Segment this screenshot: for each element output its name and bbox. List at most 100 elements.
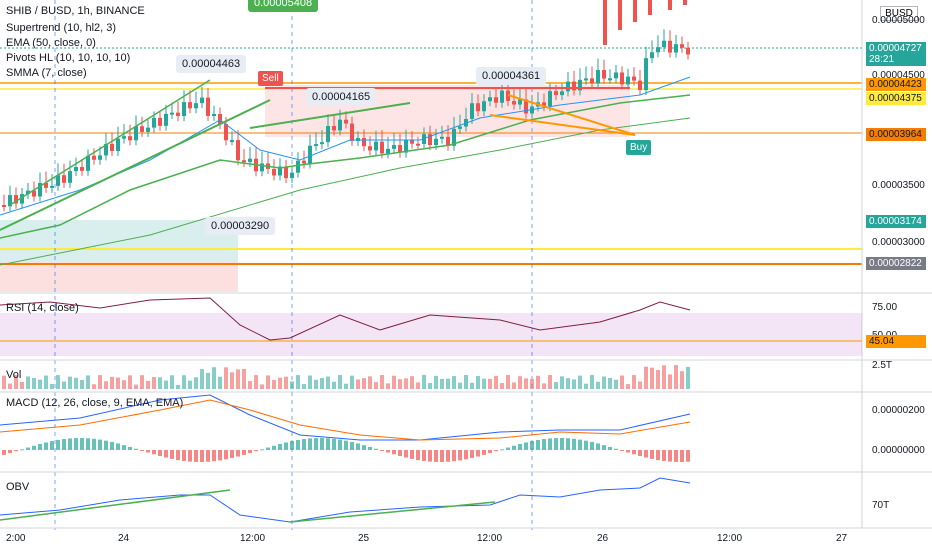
time-tick: 25 — [358, 533, 370, 544]
volume-bar — [452, 376, 456, 389]
rsi-value-label: 45.04 — [866, 335, 926, 348]
candle-body — [648, 0, 652, 15]
macd-hist-bar — [314, 438, 318, 450]
volume-bar — [302, 384, 306, 389]
macd-hist-bar — [518, 444, 522, 450]
macd-legend[interactable]: MACD (12, 26, close, 9, EMA, EMA) — [6, 397, 184, 409]
candle-body — [308, 145, 312, 164]
indicator-legend-supertrend[interactable]: Supertrend (10, hl2, 3) — [6, 22, 117, 34]
macd-hist-bar — [536, 439, 540, 450]
macd-line — [0, 394, 691, 441]
volume-bar — [98, 375, 102, 389]
symbol-title[interactable]: SHIB / BUSD, 1h, BINANCE — [6, 5, 145, 17]
volume-bar — [680, 371, 684, 389]
candle-body — [20, 194, 24, 204]
callout-price[interactable]: 0.00004463 — [176, 55, 247, 73]
macd-hist-bar — [584, 440, 588, 450]
macd-hist-bar — [92, 438, 96, 450]
vol-legend[interactable]: Vol — [6, 369, 22, 381]
trendline — [0, 99, 271, 231]
macd-hist-bar — [686, 450, 690, 462]
buy-flag[interactable]: Buy — [626, 140, 652, 155]
macd-hist-bar — [464, 450, 468, 460]
candle-body — [218, 113, 222, 125]
macd-hist-bar — [116, 443, 120, 450]
candle-body — [626, 76, 630, 85]
sell-flag[interactable]: Sell — [258, 71, 283, 86]
macd-hist-bar — [614, 448, 618, 450]
volume-bar — [32, 378, 36, 389]
volume-bar — [446, 378, 450, 389]
macd-hist-bar — [374, 448, 378, 450]
volume-bar — [392, 375, 396, 389]
volume-bar — [74, 377, 78, 389]
volume-bar — [554, 382, 558, 389]
macd-hist-bar — [392, 450, 396, 455]
candle-body — [668, 0, 672, 10]
candle-body — [452, 128, 456, 146]
macd-hist-bar — [398, 450, 402, 456]
volume-bar — [602, 376, 606, 389]
callout-price[interactable]: 0.00004165 — [306, 88, 377, 106]
macd-hist-bar — [650, 450, 654, 459]
candle-body — [170, 112, 174, 115]
trendline — [489, 114, 636, 136]
callout-price[interactable]: 0.00004361 — [476, 67, 547, 85]
macd-hist-bar — [662, 450, 666, 461]
rsi-tick: 75.00 — [872, 302, 898, 313]
macd-hist-bar — [308, 438, 312, 450]
candle-body — [338, 119, 342, 131]
macd-hist-bar — [608, 446, 612, 450]
last-price-label: 0.00004727 28:21 — [866, 42, 926, 66]
volume-bar — [110, 376, 114, 389]
macd-hist-bar — [428, 450, 432, 462]
candle-body — [44, 182, 48, 188]
macd-hist-bar — [446, 450, 450, 462]
candle-body — [368, 146, 372, 151]
candle-body — [134, 126, 138, 141]
volume-bar — [134, 384, 138, 389]
candle-body — [350, 123, 354, 141]
candle-body — [158, 117, 162, 126]
volume-bar — [410, 376, 414, 389]
indicator-legend-pivots[interactable]: Pivots HL (10, 10, 10, 10) — [6, 52, 131, 64]
volume-bar — [170, 375, 174, 389]
indicator-legend-smma[interactable]: SMMA (7, close) — [6, 67, 87, 79]
obv-legend[interactable]: OBV — [6, 481, 30, 493]
volume-bar — [488, 378, 492, 389]
candle-body — [182, 102, 186, 117]
candle-body — [603, 0, 607, 45]
volume-bar — [638, 381, 642, 389]
subpanes — [0, 297, 691, 523]
callout-price[interactable]: 0.00003290 — [205, 217, 276, 235]
callout-high-price[interactable]: 0.00005408 — [248, 0, 319, 12]
macd-hist-bar — [344, 440, 348, 450]
macd-hist-bar — [62, 439, 66, 450]
macd-hist-bar — [26, 447, 30, 450]
macd-hist-bar — [176, 450, 180, 461]
macd-hist-bar — [488, 450, 492, 454]
trendline — [9, 79, 211, 206]
vol-tick: 2.5T — [872, 360, 893, 371]
volume-bar — [80, 379, 84, 389]
volume-bar — [566, 378, 570, 389]
indicator-legend-ema[interactable]: EMA (50, close, 0) — [6, 37, 96, 49]
candle-body — [152, 117, 156, 128]
rsi-legend[interactable]: RSI (14, close) — [6, 302, 79, 314]
candle-body — [386, 148, 390, 154]
macd-hist-bar — [98, 439, 102, 450]
macd-hist-bar — [230, 450, 234, 459]
macd-hist-bar — [326, 438, 330, 450]
price-tick: 0.00004500 — [872, 70, 925, 81]
candle-body — [272, 168, 276, 176]
currency-button[interactable]: BUSD — [880, 6, 918, 21]
candle-body — [590, 78, 594, 84]
candle-body — [80, 167, 84, 171]
candle-body — [542, 102, 546, 107]
macd-hist-bar — [404, 450, 408, 458]
volume-bar — [212, 367, 216, 389]
candle-body — [188, 102, 192, 109]
macd-hist-bar — [386, 450, 390, 453]
macd-hist-bar — [32, 445, 36, 450]
